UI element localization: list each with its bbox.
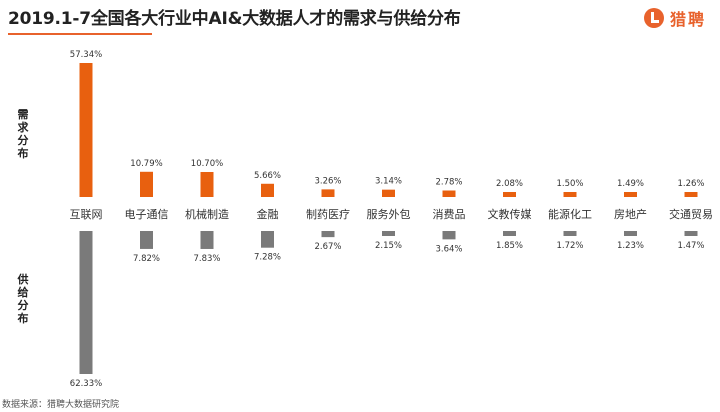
supply-bar [200,231,214,249]
category-label: 电子通信 [125,208,169,221]
demand-value-label: 3.14% [375,177,402,187]
category-label: 金融 [257,207,279,221]
demand-value-label: 2.78% [435,178,462,188]
liepin-logo-icon [643,8,664,28]
supply-value-label: 7.82% [133,254,160,264]
supply-value-label: 1.85% [496,241,523,251]
demand-value-label: 2.08% [496,179,523,189]
supply-bar [624,231,637,236]
demand-bar [200,171,214,197]
supply-value-label: 7.83% [193,254,220,264]
demand-bar [140,171,153,197]
demand-value-label: 3.26% [314,176,341,186]
brand-name: 猎聘 [669,10,706,29]
supply-bar [140,231,153,249]
supply-bar [684,231,698,236]
demand-bar [624,192,637,197]
demand-value-label: 57.34% [70,50,102,60]
supply-value-label: 1.23% [617,241,644,251]
supply-bar [261,231,274,248]
demand-bar [79,63,93,197]
category-label: 制药医疗 [306,207,350,221]
supply-bar [563,231,577,236]
data-source-note: 数据来源：猎聘大数据研究院 [2,400,120,410]
demand-value-label: 5.66% [254,171,281,181]
supply-value-label: 2.67% [314,242,341,252]
supply-bar [321,231,335,238]
demand-value-label: 10.79% [130,159,162,169]
page-title: 2019.1-7全国各大行业中AI&大数据人才的需求与供给分布 [8,9,461,29]
brand-logo: 猎聘 [643,6,706,30]
supply-value-label: 3.64% [435,244,462,254]
demand-axis-label: 需求分布 [17,108,29,160]
category-label: 互联网 [70,208,103,221]
demand-bar [442,190,456,197]
supply-value-label: 7.28% [254,253,281,263]
category-label: 房地产 [614,207,647,221]
demand-bar [503,192,516,197]
demand-bar [563,192,577,197]
supply-bar [382,231,395,236]
demand-value-label: 1.26% [677,179,704,189]
supply-bar [442,231,456,240]
title-underline [8,33,152,35]
demand-value-label: 1.50% [556,179,583,189]
supply-value-label: 1.47% [677,241,704,251]
demand-bar [382,189,395,197]
supply-bar [503,231,516,236]
demand-value-label: 1.49% [617,179,644,189]
category-label: 消费品 [433,207,466,221]
demand-bar [261,183,274,197]
demand-bar [684,192,698,197]
demand-bar [321,189,335,197]
category-label: 能源化工 [548,207,592,221]
supply-value-label: 2.15% [375,241,402,251]
supply-bar [79,231,93,374]
category-label: 文教传媒 [488,207,532,221]
supply-axis-label: 供给分布 [17,273,29,325]
supply-value-label: 1.72% [556,241,583,251]
category-label: 交通贸易 [669,207,713,221]
supply-value-label: 62.33% [70,379,102,389]
category-label: 机械制造 [185,207,229,221]
demand-value-label: 10.70% [191,159,223,169]
category-label: 服务外包 [367,208,411,221]
